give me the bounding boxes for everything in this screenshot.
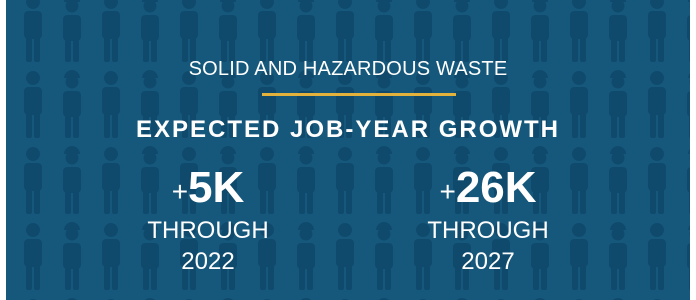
title: SOLID AND HAZARDOUS WASTE [6, 58, 690, 81]
stat-year: 2022 [88, 246, 328, 278]
stat-value: 26K [456, 163, 537, 212]
stat-label: THROUGH [368, 216, 608, 246]
divider [262, 93, 456, 96]
card: SOLID AND HAZARDOUS WASTE EXPECTED JOB-Y… [6, 0, 690, 300]
stat-prefix: + [172, 176, 188, 207]
page: SOLID AND HAZARDOUS WASTE EXPECTED JOB-Y… [0, 0, 696, 300]
stat-label: THROUGH [88, 216, 328, 246]
stat-year: 2027 [368, 246, 608, 278]
stat-figure: +26K [368, 160, 608, 216]
stat-prefix: + [439, 176, 455, 207]
subtitle: EXPECTED JOB-YEAR GROWTH [6, 116, 690, 144]
stat-figure: +5K [88, 160, 328, 216]
stat-value: 5K [188, 163, 244, 212]
